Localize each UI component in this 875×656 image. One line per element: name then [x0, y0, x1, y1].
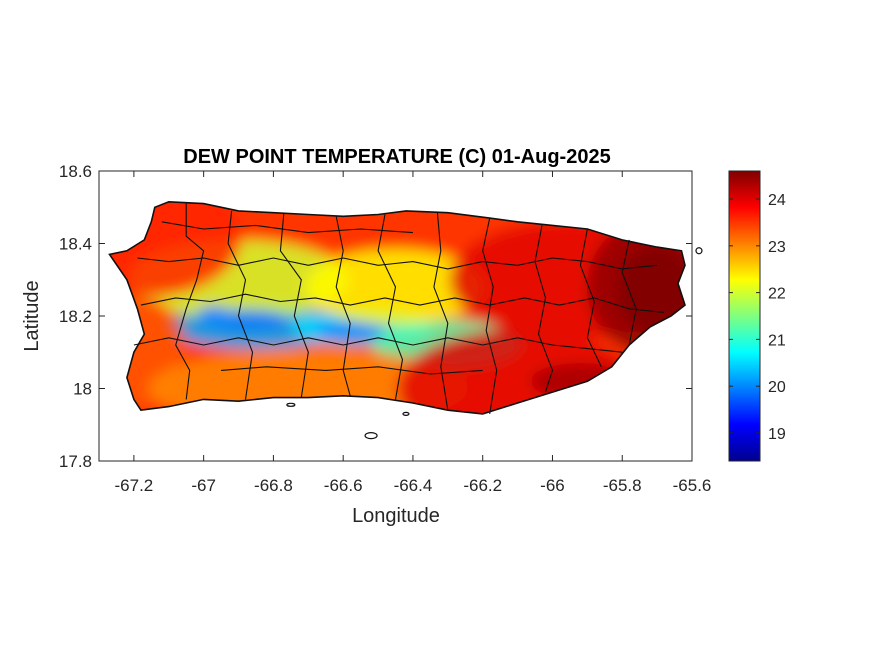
- y-tick-label: 18.4: [59, 235, 92, 254]
- colorbar-tick-label: 22: [768, 286, 786, 303]
- y-tick-label: 18.6: [59, 162, 92, 181]
- municipality-boundary: [335, 216, 351, 396]
- x-axis: -67.2 -67 -66.8 -66.6 -66.4 -66.2 -66 -65.8 -65.…: [115, 171, 712, 495]
- municipality-boundary: [221, 366, 483, 375]
- municipality-boundary: [175, 203, 205, 400]
- municipality-boundary: [482, 217, 498, 414]
- colorbar-tick-label: 20: [768, 379, 786, 396]
- island-outline: [108, 200, 686, 415]
- y-tick-label: 18: [73, 380, 92, 399]
- municipality-boundary: [140, 293, 665, 313]
- colorbar-tick-label: 24: [768, 192, 786, 209]
- municipality-boundary: [433, 212, 449, 411]
- y-axis-label: Latitude: [21, 280, 43, 351]
- municipality-boundary: [133, 337, 623, 353]
- y-tick-label: 18.2: [59, 307, 92, 326]
- y-tick-label: 17.8: [59, 452, 92, 471]
- municipality-boundary: [161, 221, 413, 234]
- x-tick-label: -66.2: [463, 476, 502, 495]
- small-island: [364, 432, 378, 440]
- colorbar-tick-label: 23: [768, 239, 786, 256]
- x-tick-label: -66.6: [324, 476, 363, 495]
- colorbar-tick-label: 19: [768, 426, 786, 443]
- small-islands: [286, 247, 703, 440]
- small-island: [402, 411, 410, 416]
- municipality-boundary: [579, 228, 602, 368]
- x-tick-label: -67: [191, 476, 216, 495]
- municipality-boundary: [377, 214, 404, 400]
- field-core: [196, 306, 233, 326]
- x-tick-label: -66.8: [254, 476, 293, 495]
- small-island: [695, 247, 703, 255]
- x-tick-label: -65.8: [603, 476, 642, 495]
- municipality-boundary: [227, 210, 254, 400]
- x-tick-label: -66.4: [394, 476, 433, 495]
- field-core: [315, 321, 386, 340]
- x-tick-label: -66: [540, 476, 565, 495]
- x-tick-label: -65.6: [673, 476, 712, 495]
- small-island: [286, 402, 296, 407]
- municipality-boundary: [279, 212, 309, 398]
- colorbar-tick-label: 21: [768, 332, 786, 349]
- municipality-boundary: [621, 239, 637, 346]
- colorbar-scale: [728, 170, 761, 462]
- x-axis-label: Longitude: [352, 505, 440, 527]
- map-title: DEW POINT TEMPERATURE (C) 01-Aug-2025: [183, 146, 610, 168]
- municipality-boundaries: [133, 203, 665, 414]
- y-axis: 18.6 18.4 18.2 18 17.8: [59, 162, 692, 471]
- colorbar: 24 23 22 21 20 19: [728, 170, 786, 462]
- field-hotspot: [109, 201, 242, 297]
- x-tick-label: -67.2: [115, 476, 154, 495]
- colorbar-ticks: 24 23 22 21 20 19: [729, 192, 786, 443]
- municipality-boundary: [534, 225, 554, 393]
- municipality-boundary: [137, 257, 658, 270]
- field-hotspot: [397, 328, 638, 414]
